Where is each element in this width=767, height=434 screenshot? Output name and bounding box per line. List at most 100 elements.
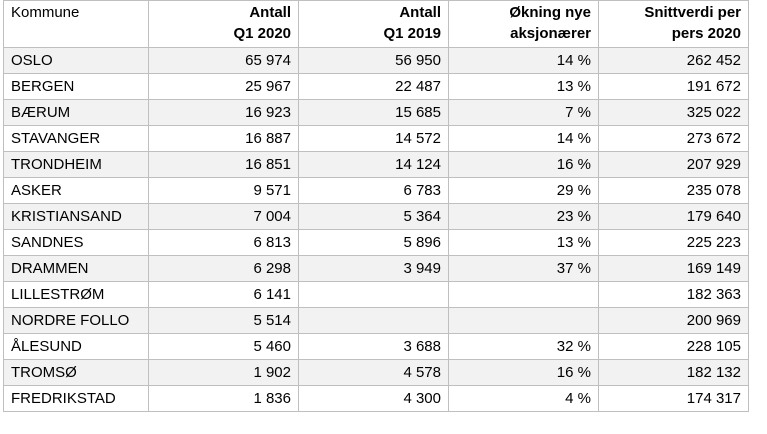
table-row: STAVANGER 16 887 14 572 14 % 273 672 xyxy=(3,125,749,152)
table-row: FREDRIKSTAD 1 836 4 300 4 % 174 317 xyxy=(3,385,749,412)
value-cell: 182 132 xyxy=(598,359,749,386)
municipality-cell: FREDRIKSTAD xyxy=(3,385,149,412)
value-cell: 6 813 xyxy=(148,229,299,256)
table-row: ASKER 9 571 6 783 29 % 235 078 xyxy=(3,177,749,204)
value-cell: 174 317 xyxy=(598,385,749,412)
table-row: TRONDHEIM 16 851 14 124 16 % 207 929 xyxy=(3,151,749,178)
value-cell: 228 105 xyxy=(598,333,749,360)
value-cell: 16 887 xyxy=(148,125,299,152)
header-text: Q1 2019 xyxy=(383,25,441,42)
municipality-cell: DRAMMEN xyxy=(3,255,149,282)
table-row: KRISTIANSAND 7 004 5 364 23 % 179 640 xyxy=(3,203,749,230)
value-cell: 1 902 xyxy=(148,359,299,386)
value-cell: 29 % xyxy=(448,177,599,204)
value-cell: 5 514 xyxy=(148,307,299,334)
value-cell: 14 124 xyxy=(298,151,449,178)
header-cell: Antall Q1 2020 xyxy=(148,0,299,48)
table-row: LILLESTRØM 6 141 182 363 xyxy=(3,281,749,308)
table-row: ÅLESUND 5 460 3 688 32 % 228 105 xyxy=(3,333,749,360)
header-text: Antall xyxy=(249,4,291,21)
value-cell: 182 363 xyxy=(598,281,749,308)
value-cell: 22 487 xyxy=(298,73,449,100)
value-cell: 5 364 xyxy=(298,203,449,230)
header-text: Antall xyxy=(399,4,441,21)
value-cell xyxy=(448,307,599,334)
value-cell: 14 % xyxy=(448,125,599,152)
value-cell: 16 % xyxy=(448,359,599,386)
value-cell: 14 572 xyxy=(298,125,449,152)
header-cell: Økning nye aksjonærer xyxy=(448,0,599,48)
header-text: Snittverdi per xyxy=(644,4,741,21)
value-cell xyxy=(448,281,599,308)
value-cell: 13 % xyxy=(448,73,599,100)
value-cell xyxy=(298,281,449,308)
data-table: Kommune Antall Q1 2020 Antall Q1 2019 Økning … xyxy=(3,0,749,412)
table-row: NORDRE FOLLO 5 514 200 969 xyxy=(3,307,749,334)
header-text: aksjonærer xyxy=(510,25,591,42)
table-row: TROMSØ 1 902 4 578 16 % 182 132 xyxy=(3,359,749,386)
municipality-cell: NORDRE FOLLO xyxy=(3,307,149,334)
value-cell: 200 969 xyxy=(598,307,749,334)
municipality-cell: BÆRUM xyxy=(3,99,149,126)
header-text: pers 2020 xyxy=(671,25,741,42)
value-cell: 37 % xyxy=(448,255,599,282)
value-cell: 4 % xyxy=(448,385,599,412)
value-cell: 16 923 xyxy=(148,99,299,126)
header-cell: Snittverdi per pers 2020 xyxy=(598,0,749,48)
value-cell: 3 949 xyxy=(298,255,449,282)
municipality-cell: TROMSØ xyxy=(3,359,149,386)
header-cell: Kommune xyxy=(3,0,149,48)
value-cell: 25 967 xyxy=(148,73,299,100)
value-cell: 13 % xyxy=(448,229,599,256)
table-row: BERGEN 25 967 22 487 13 % 191 672 xyxy=(3,73,749,100)
value-cell: 56 950 xyxy=(298,47,449,74)
value-cell: 5 896 xyxy=(298,229,449,256)
municipality-cell: ASKER xyxy=(3,177,149,204)
value-cell: 273 672 xyxy=(598,125,749,152)
header-row: Kommune Antall Q1 2020 Antall Q1 2019 Økning … xyxy=(3,0,749,48)
value-cell: 16 % xyxy=(448,151,599,178)
value-cell: 191 672 xyxy=(598,73,749,100)
municipality-cell: TRONDHEIM xyxy=(3,151,149,178)
table-row: DRAMMEN 6 298 3 949 37 % 169 149 xyxy=(3,255,749,282)
value-cell: 179 640 xyxy=(598,203,749,230)
value-cell: 225 223 xyxy=(598,229,749,256)
table-row: OSLO 65 974 56 950 14 % 262 452 xyxy=(3,47,749,74)
header-text: Q1 2020 xyxy=(233,25,291,42)
value-cell: 16 851 xyxy=(148,151,299,178)
value-cell: 65 974 xyxy=(148,47,299,74)
value-cell: 6 141 xyxy=(148,281,299,308)
municipality-cell: LILLESTRØM xyxy=(3,281,149,308)
value-cell: 32 % xyxy=(448,333,599,360)
table-row: BÆRUM 16 923 15 685 7 % 325 022 xyxy=(3,99,749,126)
header-cell: Antall Q1 2019 xyxy=(298,0,449,48)
value-cell: 7 004 xyxy=(148,203,299,230)
value-cell: 4 300 xyxy=(298,385,449,412)
value-cell: 23 % xyxy=(448,203,599,230)
municipality-cell: STAVANGER xyxy=(3,125,149,152)
value-cell: 325 022 xyxy=(598,99,749,126)
municipality-cell: BERGEN xyxy=(3,73,149,100)
value-cell: 7 % xyxy=(448,99,599,126)
table-body: OSLO 65 974 56 950 14 % 262 452 BERGEN 25 967 2… xyxy=(3,47,749,412)
value-cell: 15 685 xyxy=(298,99,449,126)
value-cell: 262 452 xyxy=(598,47,749,74)
value-cell: 9 571 xyxy=(148,177,299,204)
value-cell: 6 783 xyxy=(298,177,449,204)
municipality-cell: ÅLESUND xyxy=(3,333,149,360)
value-cell: 235 078 xyxy=(598,177,749,204)
value-cell: 207 929 xyxy=(598,151,749,178)
table-row: SANDNES 6 813 5 896 13 % 225 223 xyxy=(3,229,749,256)
municipality-cell: OSLO xyxy=(3,47,149,74)
value-cell: 5 460 xyxy=(148,333,299,360)
value-cell: 169 149 xyxy=(598,255,749,282)
value-cell: 14 % xyxy=(448,47,599,74)
value-cell xyxy=(298,307,449,334)
value-cell: 1 836 xyxy=(148,385,299,412)
header-text: Økning nye xyxy=(509,4,591,21)
header-text: Kommune xyxy=(11,4,80,21)
municipality-cell: SANDNES xyxy=(3,229,149,256)
value-cell: 3 688 xyxy=(298,333,449,360)
value-cell: 4 578 xyxy=(298,359,449,386)
